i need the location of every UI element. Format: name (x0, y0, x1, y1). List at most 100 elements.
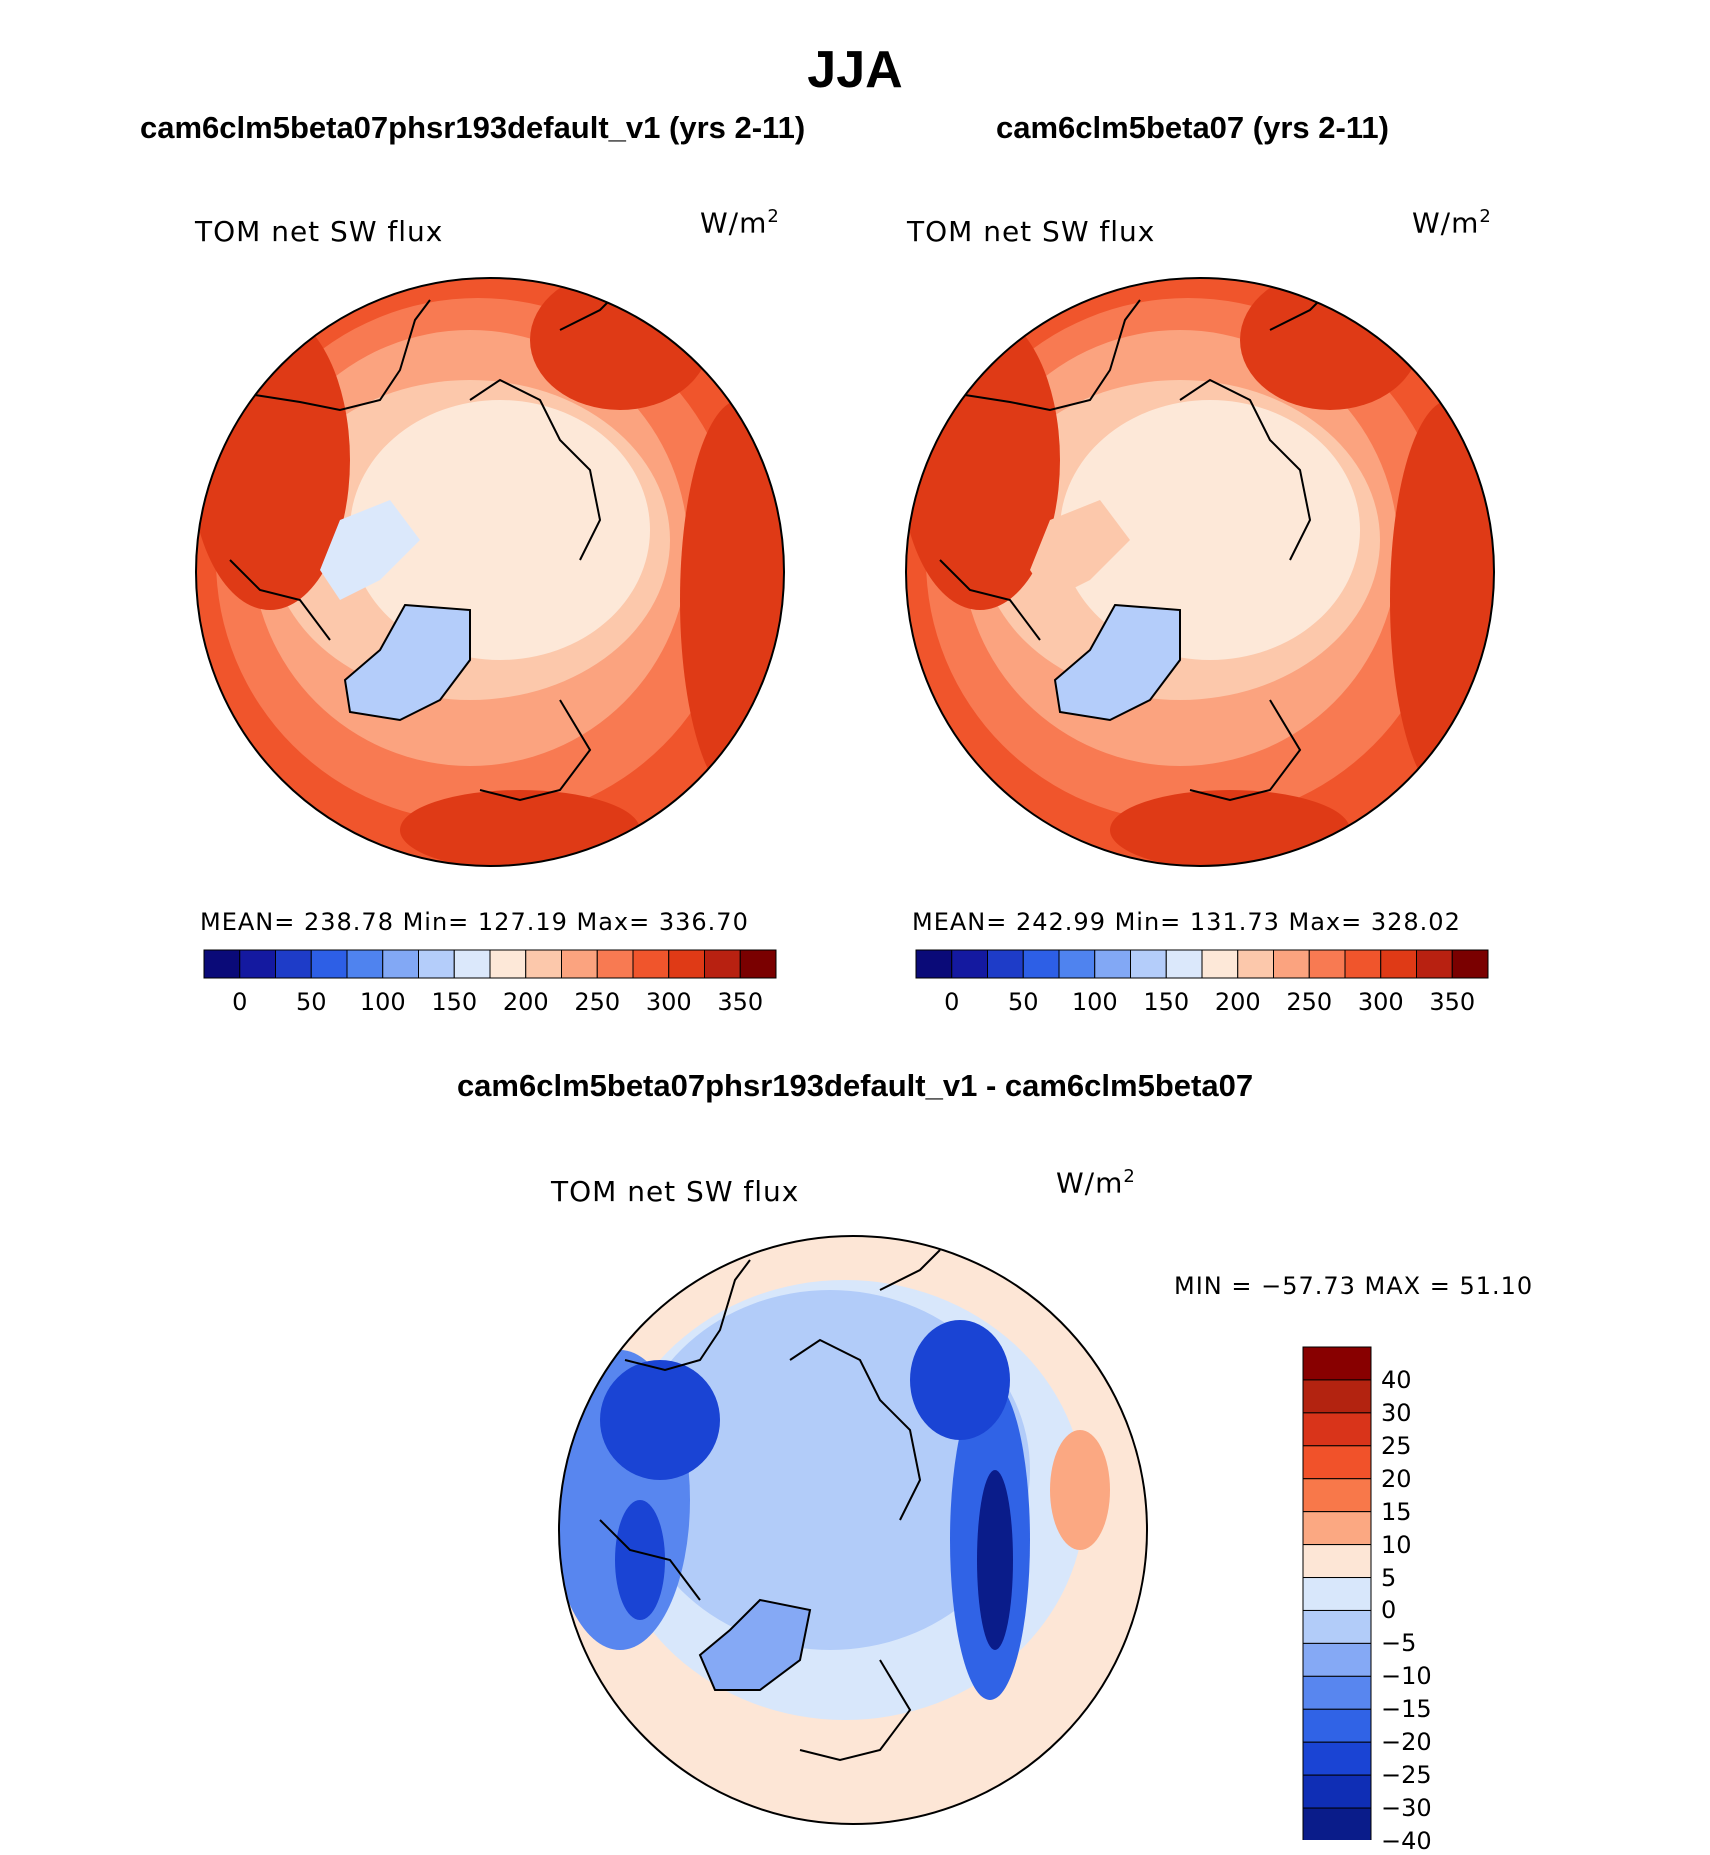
panel1-colorbar-box (203, 949, 241, 979)
panel1-colorbar-label: 0 (232, 988, 248, 1016)
panel2-colorbar-box (1344, 949, 1382, 979)
diff-colorbar-box (1302, 1412, 1372, 1447)
panel2-colorbar-box (1165, 949, 1203, 979)
diff-colorbar-box (1302, 1675, 1372, 1710)
diff-colorbar-label: 10 (1381, 1530, 1412, 1559)
panel1-colorbar-box (739, 949, 777, 979)
panel1-units: W/m2 (700, 206, 780, 240)
panel1-colorbar-box (668, 949, 705, 979)
panel1-colorbar-box (596, 949, 634, 979)
panel1-stats: MEAN= 238.78 Min= 127.19 Max= 336.70 (200, 908, 749, 936)
diff-minmax: MIN = −57.73 MAX = 51.10 (1174, 1272, 1534, 1300)
panel2-colorbar-box (1130, 949, 1167, 979)
diff-colorbar (1302, 1346, 1372, 1840)
diff-colorbar-box (1302, 1379, 1372, 1414)
diff-colorbar-box (1302, 1741, 1372, 1776)
diff-colorbar-label: 25 (1381, 1431, 1412, 1460)
panel1-colorbar-label: 150 (431, 988, 478, 1016)
panel2-colorbar-box (1201, 949, 1239, 979)
diff-map-border (558, 1235, 1148, 1825)
panel2-colorbar-label: 100 (1071, 988, 1118, 1016)
diff-colorbar-box (1302, 1708, 1372, 1743)
panel2-colorbar-label: 0 (944, 988, 960, 1016)
panel2-colorbar-box (1380, 949, 1417, 979)
panel1-colorbar-box (275, 949, 312, 979)
diff-colorbar-label: −15 (1381, 1695, 1432, 1724)
diff-colorbar-label: −5 (1381, 1629, 1417, 1658)
panel2-variable-label: TOM net SW flux (907, 215, 1156, 248)
panel2-colorbar-box (1273, 949, 1310, 979)
panel2-colorbar-label: 250 (1286, 988, 1333, 1016)
diff-colorbar-label: −20 (1381, 1728, 1432, 1757)
panel1-variable-label: TOM net SW flux (195, 215, 444, 248)
panel2-stats: MEAN= 242.99 Min= 131.73 Max= 328.02 (912, 908, 1461, 936)
diff-colorbar-label: −10 (1381, 1662, 1432, 1691)
diff-colorbar-box (1302, 1642, 1372, 1677)
panel2-colorbar-box (1416, 949, 1453, 979)
panel2-colorbar-box (951, 949, 988, 979)
diff-colorbar-label: 30 (1381, 1398, 1412, 1427)
panel1-colorbar-label: 300 (645, 988, 692, 1016)
diff-colorbar-label: 0 (1381, 1596, 1397, 1625)
panel1-colorbar-box (453, 949, 491, 979)
diff-units: W/m2 (1056, 1166, 1136, 1200)
panel2-colorbar-label: 150 (1143, 988, 1190, 1016)
panel2-colorbar-box (1451, 949, 1489, 979)
panel1-colorbar-box (418, 949, 455, 979)
panel2-map-border (905, 277, 1495, 867)
panel2-colorbar-box (1058, 949, 1096, 979)
figure-title: JJA (807, 41, 903, 99)
panel2-colorbar-box (1308, 949, 1346, 979)
panel1-colorbar (203, 949, 777, 979)
diff-colorbar-box (1302, 1609, 1372, 1644)
diff-colorbar-box (1302, 1445, 1372, 1480)
panel1-colorbar-box (525, 949, 562, 979)
panel1-colorbar-box (239, 949, 276, 979)
panel2-colorbar-box (1094, 949, 1131, 979)
diff-colorbar-box (1302, 1577, 1372, 1611)
panel1-colorbar-label: 100 (359, 988, 406, 1016)
panel2-colorbar-label: 50 (1007, 988, 1039, 1016)
diff-colorbar-label: −40 (1381, 1827, 1432, 1855)
diff-colorbar-box (1302, 1544, 1372, 1579)
panel2-title: cam6clm5beta07 (yrs 2-11) (996, 110, 1389, 145)
panel1-colorbar-box (489, 949, 527, 979)
diff-colorbar-label: −30 (1381, 1794, 1432, 1823)
panel2-colorbar-box (987, 949, 1024, 979)
panel1-colorbar-box (310, 949, 348, 979)
panel2-colorbar (915, 949, 1489, 979)
diff-colorbar-box (1302, 1774, 1372, 1809)
panel1-colorbar-label: 200 (502, 988, 549, 1016)
diff-colorbar-label: 5 (1381, 1563, 1397, 1592)
panel2-colorbar-label: 300 (1357, 988, 1404, 1016)
panel1-colorbar-box (346, 949, 384, 979)
panel1-colorbar-label: 250 (574, 988, 621, 1016)
panel1-colorbar-label: 350 (717, 988, 764, 1016)
difference-title: cam6clm5beta07phsr193default_v1 - cam6cl… (456, 1068, 1254, 1103)
panel1-colorbar-box (632, 949, 670, 979)
diff-polar-map (559, 1236, 1147, 1824)
panel1-title: cam6clm5beta07phsr193default_v1 (yrs 2-1… (140, 110, 806, 145)
diff-colorbar-label: 15 (1381, 1497, 1412, 1526)
panel1-colorbar-box (561, 949, 598, 979)
panel2-colorbar-label: 200 (1214, 988, 1261, 1016)
panel2-colorbar-box (1237, 949, 1274, 979)
panel1-colorbar-box (382, 949, 419, 979)
panel2-colorbar-label: 350 (1429, 988, 1476, 1016)
panel1-colorbar-label: 50 (295, 988, 327, 1016)
diff-colorbar-box (1302, 1807, 1372, 1840)
panel2-colorbar-box (1022, 949, 1060, 979)
diff-colorbar-label: 40 (1381, 1365, 1412, 1394)
diff-colorbar-label: 20 (1381, 1464, 1412, 1493)
panel1-colorbar-box (704, 949, 741, 979)
panel2-units: W/m2 (1412, 206, 1492, 240)
diff-colorbar-box (1302, 1478, 1372, 1513)
diff-colorbar-box (1302, 1346, 1372, 1381)
diff-colorbar-label: −25 (1381, 1761, 1432, 1790)
panel2-polar-map (906, 278, 1494, 866)
diff-variable-label: TOM net SW flux (551, 1175, 800, 1208)
panel2-colorbar-box (915, 949, 953, 979)
panel1-map-border (195, 277, 785, 867)
diff-colorbar-box (1302, 1511, 1372, 1546)
